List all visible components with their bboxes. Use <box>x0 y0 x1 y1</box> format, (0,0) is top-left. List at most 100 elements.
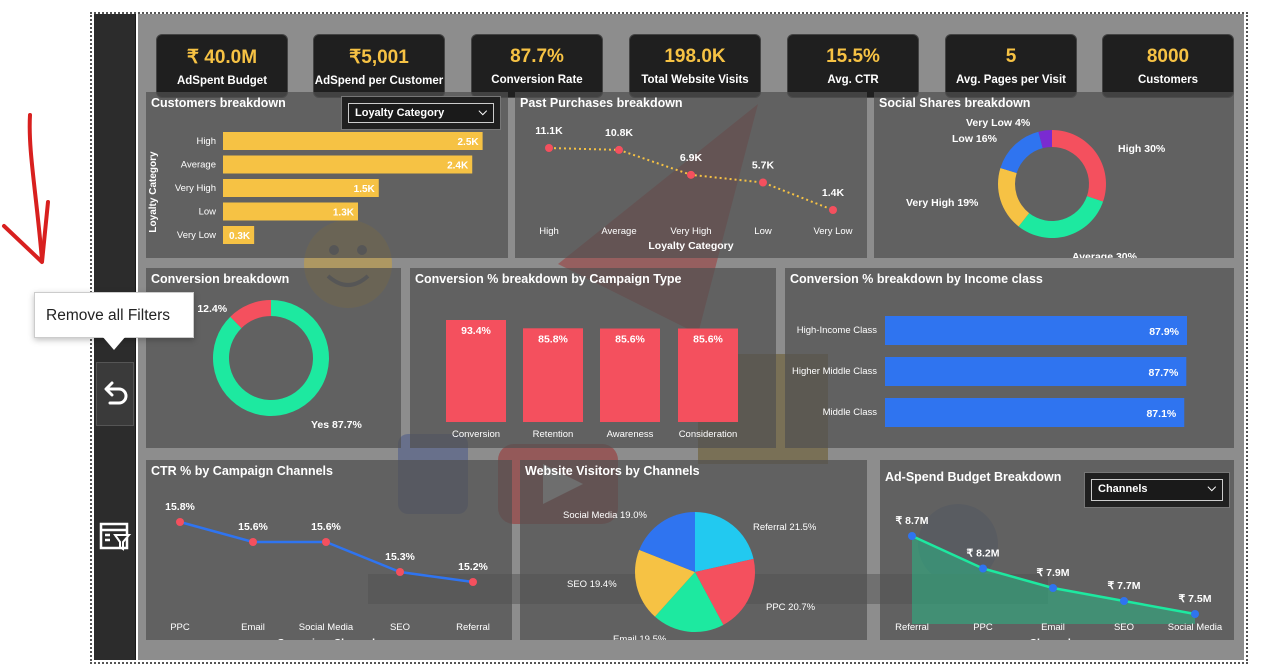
undo-icon <box>104 381 128 405</box>
dropdown-value: Channels <box>1098 483 1148 495</box>
kpi-avg-pages-per-visit: 5 Avg. Pages per Visit <box>945 34 1077 98</box>
bar <box>600 328 660 422</box>
chevron-down-icon: ⌵ <box>1207 482 1216 494</box>
pie-slice <box>695 512 754 572</box>
website-visitors-pie-chart: Referral 21.5% PPC 20.7% Email 19.5% SEO 19… <box>563 510 817 640</box>
report-canvas-border <box>90 12 1248 664</box>
axis-label: Campaign_Channel <box>277 637 375 640</box>
slice-label: Referral 21.5% <box>753 522 817 533</box>
donut-slice <box>1000 131 1043 174</box>
ctr-channels-panel: CTR % by Campaign Channels 15.8% PPC 15.6%… <box>146 460 512 640</box>
data-label: 10.8K <box>605 127 633 139</box>
pie-slice <box>635 549 695 617</box>
kpi-value: ₹ 40.0M <box>186 47 258 68</box>
tick-label: Social Media <box>299 622 354 633</box>
data-label: ₹ 7.5M <box>1179 593 1212 605</box>
tooltip-pointer <box>102 336 126 350</box>
slice-label: PPC 20.7% <box>766 602 816 613</box>
remove-filters-tooltip: Remove all Filters <box>34 292 194 338</box>
donut-slice <box>1052 130 1106 202</box>
tick-label: Referral <box>895 622 929 633</box>
kpi-adspend-per-customer: ₹5,001 AdSpend per Customer <box>313 34 445 98</box>
category-label: Very Low <box>177 230 216 241</box>
kpi-customers: 8000 Customers <box>1102 34 1234 98</box>
report-page: ₹ 40.0M AdSpent Budget ₹5,001 AdSpend pe… <box>138 14 1244 660</box>
kpi-label: Avg. CTR <box>827 74 879 86</box>
filter-table-icon <box>99 522 132 551</box>
bar <box>223 226 255 244</box>
tick-label: Email <box>241 622 265 633</box>
data-label: ₹ 8.2M <box>967 548 1000 560</box>
pie-slice <box>639 512 695 572</box>
donut-slice <box>1038 130 1052 149</box>
tick-label: Very High <box>670 226 711 237</box>
conversion-donut-chart: Yes 87.7% o 12.4% <box>188 300 362 431</box>
tick-label: Low <box>754 226 772 237</box>
kpi-label: Conversion Rate <box>491 74 583 86</box>
kpi-avg-ctr: 15.5% Avg. CTR <box>787 34 919 98</box>
panel-title: Website Visitors by Channels <box>525 464 700 478</box>
donut-slice <box>213 300 329 416</box>
conversion-income-bar-chart: High-Income Class 87.9% Higher Middle Clas… <box>792 316 1187 427</box>
data-label: 2.5K <box>457 137 479 148</box>
slice-label: Average 30% <box>1072 251 1138 258</box>
category-label: Higher Middle Class <box>792 366 877 377</box>
tick-label: SEO <box>390 622 410 633</box>
tick-label: Average <box>601 226 636 237</box>
annotation-arrow <box>2 113 50 264</box>
axis-label: Loyalty Category <box>148 151 159 233</box>
panel-title: Conversion % breakdown by Campaign Type <box>415 272 682 286</box>
data-label: 0.3K <box>229 231 251 242</box>
bar <box>446 320 506 422</box>
kpi-label: Total Website Visits <box>641 74 749 86</box>
category-label: Awareness <box>607 429 654 440</box>
slice-label: Yes 87.7% <box>311 419 362 431</box>
donut-slice <box>230 300 271 329</box>
tick-label: PPC <box>973 622 993 633</box>
category-label: Low <box>199 207 217 218</box>
kpi-conversion-rate: 87.7% Conversion Rate <box>471 34 603 98</box>
loyalty-category-dropdown[interactable]: Loyalty Category ⌵ <box>341 96 501 130</box>
chevron-down-icon: ⌵ <box>478 106 487 118</box>
bar <box>223 179 379 197</box>
kpi-total-website-visits: 198.0K Total Website Visits <box>629 34 761 98</box>
category-label: Conversion <box>452 429 500 440</box>
category-label: High-Income Class <box>797 325 877 336</box>
tick-label: Social Media <box>1168 622 1223 633</box>
panel-title: Ad-Spend Budget Breakdown <box>885 470 1062 484</box>
data-point <box>615 145 623 154</box>
data-label: 85.8% <box>538 333 568 345</box>
kpi-label: Avg. Pages per Visit <box>956 74 1066 86</box>
slice-label: Social Media 19.0% <box>563 510 648 521</box>
data-label: 11.1K <box>535 125 563 137</box>
filter-panel-button[interactable] <box>96 505 134 569</box>
data-label: 2.4K <box>447 161 469 172</box>
donut-slice <box>998 167 1030 227</box>
data-point <box>396 568 404 576</box>
kpi-label: AdSpend per Customer <box>314 75 444 87</box>
reset-filters-button[interactable] <box>96 362 134 426</box>
data-label: ₹ 8.7M <box>896 515 929 527</box>
data-label: 85.6% <box>615 334 645 346</box>
data-label: 87.1% <box>1146 408 1176 420</box>
data-label: 93.4% <box>461 325 491 337</box>
data-label: ₹ 7.7M <box>1108 580 1141 592</box>
dropdown-value: Loyalty Category <box>355 107 445 119</box>
bar <box>885 357 1187 386</box>
bar <box>678 328 738 422</box>
slice-label: Low 16% <box>952 133 998 145</box>
slice-label: o 12.4% <box>188 303 228 315</box>
panel-title: Social Shares breakdown <box>879 96 1031 110</box>
ctr-line-chart: 15.8% PPC 15.6% Email 15.6% Social Media 15.3%… <box>165 501 490 640</box>
category-label: Middle Class <box>823 407 878 418</box>
data-label: 15.8% <box>165 501 195 513</box>
category-label: Consideration <box>679 429 738 440</box>
kpi-value: 5 <box>1005 46 1017 67</box>
data-point <box>1120 597 1128 605</box>
panel-title: CTR % by Campaign Channels <box>151 464 333 478</box>
bar <box>885 398 1185 427</box>
axis-label: Channels <box>1029 637 1076 640</box>
panel-title: Past Purchases breakdown <box>520 96 683 110</box>
kpi-adspent-budget: ₹ 40.0M AdSpent Budget <box>156 34 288 98</box>
channels-dropdown[interactable]: Channels ⌵ <box>1084 472 1230 508</box>
